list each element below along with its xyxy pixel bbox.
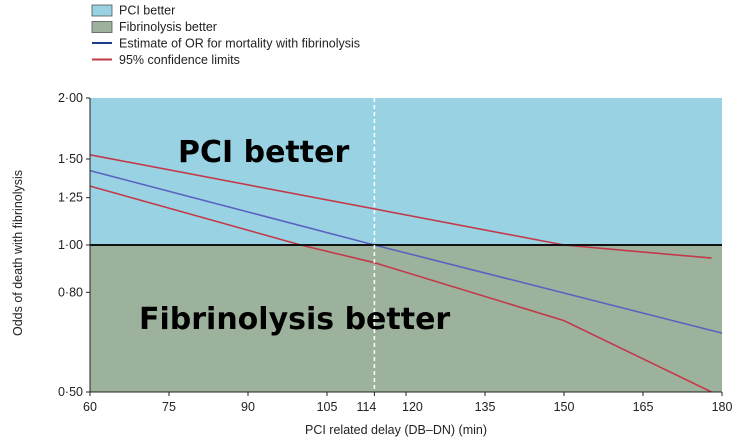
- x-tick-label: 180: [712, 400, 733, 414]
- y-tick-label: 0·80: [58, 285, 83, 299]
- y-axis-label: Odds of death with fibrinolysis: [11, 170, 25, 336]
- x-tick-label: 75: [162, 400, 176, 414]
- region-label-pci-better: PCI better: [178, 135, 349, 170]
- x-tick-label: 150: [554, 400, 575, 414]
- axes: 60 75 90 105 114 120 135 150 165 180 0·50 0·80 1·00 1…: [11, 91, 732, 437]
- plot-background: [90, 98, 722, 392]
- region-pci-better: [90, 98, 722, 245]
- legend-swatch-0: [91, 4, 113, 17]
- region-fibrinolysis-better: [90, 245, 722, 392]
- x-axis-label: PCI related delay (DB–DN) (min): [305, 423, 487, 437]
- x-tick-label: 105: [317, 400, 338, 414]
- y-tick-label: 2·00: [58, 91, 83, 105]
- legend-label-1: Fibrinolysis better: [119, 20, 217, 34]
- legend-swatch-1: [91, 21, 113, 33]
- y-tick-label: 1·50: [58, 152, 83, 166]
- x-tick-label: 90: [241, 400, 255, 414]
- x-tick-label: 120: [402, 400, 423, 414]
- legend: PCI better Fibrinolysis better Estimate of…: [91, 4, 360, 67]
- y-tick-label: 0·50: [58, 385, 83, 399]
- y-tick-label: 1·00: [58, 238, 83, 252]
- legend-label-0: PCI better: [119, 4, 175, 18]
- region-labels: PCI better Fibrinolysis better: [139, 135, 450, 337]
- legend-label-3: 95% confidence limits: [119, 53, 240, 67]
- y-tick-label: 1·25: [58, 191, 83, 205]
- region-label-fibrinolysis-better: Fibrinolysis better: [139, 302, 450, 337]
- x-tick-label: 165: [633, 400, 654, 414]
- legend-label-2: Estimate of OR for mortality with fibrin…: [119, 37, 360, 51]
- x-tick-label: 114: [356, 400, 376, 414]
- x-tick-label: 135: [475, 400, 496, 414]
- x-tick-label: 60: [83, 400, 97, 414]
